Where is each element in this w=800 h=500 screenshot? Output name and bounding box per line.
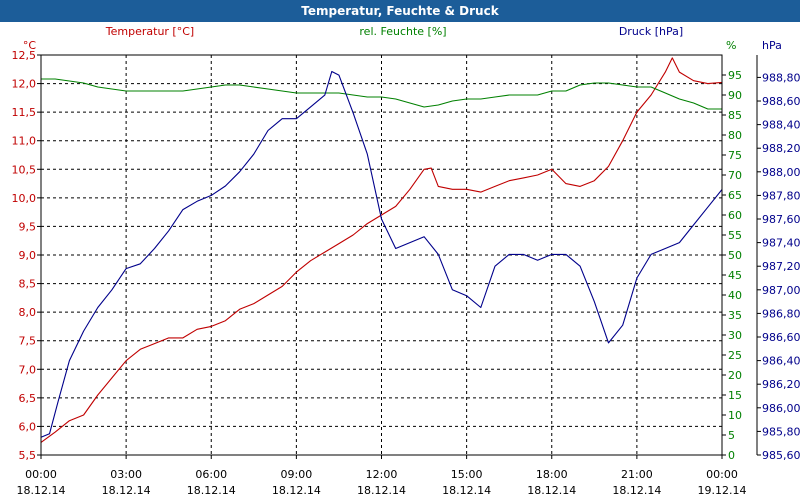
humidity-tick-label: 10 xyxy=(728,409,742,422)
humidity-tick-label: 30 xyxy=(728,329,742,342)
humidity-tick-label: 65 xyxy=(728,189,742,202)
temperature-unit-label: °C xyxy=(23,39,37,52)
pressure-tick-label: 987,80 xyxy=(762,189,800,202)
pressure-tick-label: 986,80 xyxy=(762,307,800,320)
x-tick-label-time: 21:00 xyxy=(621,468,653,481)
temperature-tick-label: 6,0 xyxy=(19,420,37,433)
humidity-tick-label: 40 xyxy=(728,289,742,302)
x-tick-label-time: 00:00 xyxy=(25,468,57,481)
legend-humidity: rel. Feuchte [%] xyxy=(359,25,446,38)
humidity-tick-label: 25 xyxy=(728,349,742,362)
pressure-tick-label: 987,20 xyxy=(762,260,800,273)
pressure-tick-label: 988,40 xyxy=(762,119,800,132)
legend-temperature: Temperatur [°C] xyxy=(105,25,194,38)
temperature-tick-label: 10,5 xyxy=(12,163,37,176)
x-tick-label-date: 18.12.14 xyxy=(357,484,406,497)
humidity-tick-label: 45 xyxy=(728,269,742,282)
temperature-tick-label: 12,5 xyxy=(12,49,37,62)
humidity-tick-label: 35 xyxy=(728,309,742,322)
x-tick-label-date: 18.12.14 xyxy=(527,484,576,497)
pressure-tick-label: 987,40 xyxy=(762,237,800,250)
humidity-tick-label: 0 xyxy=(728,449,735,462)
x-tick-label-date: 18.12.14 xyxy=(612,484,661,497)
humidity-tick-label: 95 xyxy=(728,69,742,82)
temperature-tick-label: 9,0 xyxy=(19,249,37,262)
pressure-tick-label: 987,00 xyxy=(762,284,800,297)
x-tick-label-time: 18:00 xyxy=(536,468,568,481)
temperature-tick-label: 9,5 xyxy=(19,220,37,233)
pressure-tick-label: 986,20 xyxy=(762,378,800,391)
temperature-tick-label: 12,0 xyxy=(12,78,37,91)
humidity-tick-label: 20 xyxy=(728,369,742,382)
pressure-tick-label: 985,60 xyxy=(762,449,800,462)
humidity-unit-label: % xyxy=(726,39,736,52)
temperature-tick-label: 10,0 xyxy=(12,192,37,205)
pressure-tick-label: 986,40 xyxy=(762,355,800,368)
pressure-tick-label: 985,80 xyxy=(762,425,800,438)
humidity-tick-label: 15 xyxy=(728,389,742,402)
temperature-tick-label: 5,5 xyxy=(19,449,37,462)
temperature-tick-label: 8,5 xyxy=(19,278,37,291)
series-line-pressure xyxy=(40,70,723,438)
humidity-tick-label: 60 xyxy=(728,209,742,222)
pressure-tick-label: 988,60 xyxy=(762,95,800,108)
chart-canvas: 00:00 18.12.14 03:00 18.12.14 06:00 18.12.14 0… xyxy=(12,25,800,497)
series-line-temperature xyxy=(40,57,723,443)
axes: 00:00 18.12.14 03:00 18.12.14 06:00 18.12.14 0… xyxy=(12,25,800,497)
humidity-tick-label: 55 xyxy=(728,229,742,242)
chart-title: Temperatur, Feuchte & Druck xyxy=(0,0,800,22)
pressure-tick-label: 988,20 xyxy=(762,142,800,155)
x-tick-label-date: 18.12.14 xyxy=(272,484,321,497)
temperature-tick-label: 7,5 xyxy=(19,335,37,348)
humidity-tick-label: 5 xyxy=(728,429,735,442)
temperature-tick-label: 6,5 xyxy=(19,392,37,405)
pressure-tick-label: 987,60 xyxy=(762,213,800,226)
humidity-tick-label: 90 xyxy=(728,89,742,102)
grid-lines xyxy=(41,55,722,455)
temperature-tick-label: 8,0 xyxy=(19,306,37,319)
temperature-tick-label: 11,5 xyxy=(12,106,37,119)
x-tick-label-time: 09:00 xyxy=(281,468,313,481)
humidity-tick-label: 75 xyxy=(728,149,742,162)
x-tick-label-time: 03:00 xyxy=(110,468,142,481)
x-tick-label-date: 18.12.14 xyxy=(187,484,236,497)
temperature-tick-label: 7,0 xyxy=(19,363,37,376)
temperature-tick-label: 11,0 xyxy=(12,135,37,148)
x-tick-label-time: 12:00 xyxy=(366,468,398,481)
pressure-tick-label: 986,00 xyxy=(762,402,800,415)
humidity-tick-label: 50 xyxy=(728,249,742,262)
series-lines xyxy=(40,57,723,443)
x-tick-label-date: 18.12.14 xyxy=(442,484,491,497)
x-tick-label-date: 18.12.14 xyxy=(102,484,151,497)
pressure-tick-label: 988,00 xyxy=(762,166,800,179)
x-tick-label-time: 06:00 xyxy=(195,468,227,481)
humidity-tick-label: 70 xyxy=(728,169,742,182)
pressure-tick-label: 986,60 xyxy=(762,331,800,344)
humidity-tick-label: 85 xyxy=(728,109,742,122)
pressure-unit-label: hPa xyxy=(762,39,782,52)
humidity-tick-label: 80 xyxy=(728,129,742,142)
legend-pressure: Druck [hPa] xyxy=(619,25,683,38)
x-tick-label-date: 18.12.14 xyxy=(17,484,66,497)
pressure-tick-label: 988,80 xyxy=(762,71,800,84)
series-line-humidity xyxy=(41,78,722,110)
x-tick-label-date: 19.12.14 xyxy=(698,484,747,497)
x-tick-label-time: 15:00 xyxy=(451,468,483,481)
x-tick-label-time: 00:00 xyxy=(706,468,738,481)
